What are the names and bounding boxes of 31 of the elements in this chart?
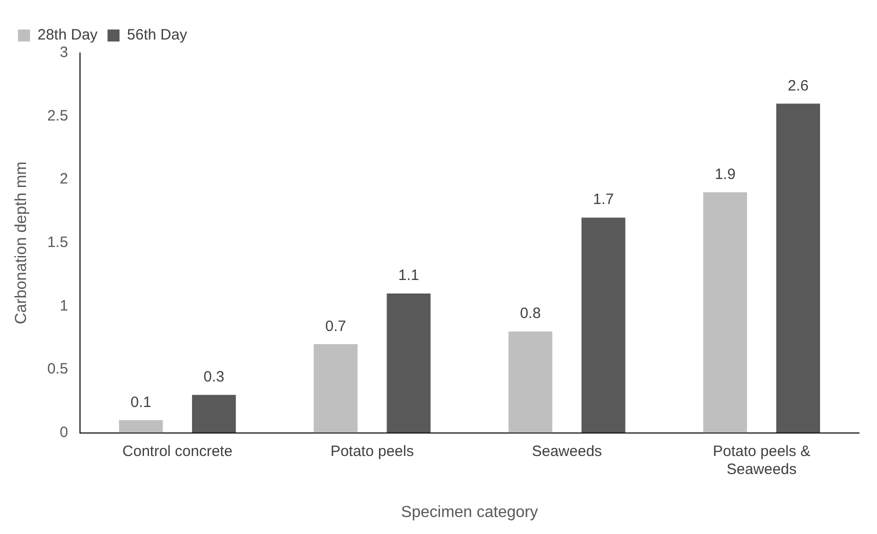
bar (386, 294, 431, 433)
y-tick-label: 3 (60, 44, 68, 62)
data-label: 0.3 (204, 368, 224, 386)
bar (119, 420, 163, 433)
y-tick-label: 1 (60, 297, 68, 314)
y-tick-label: 1.5 (47, 234, 68, 252)
y-tick-label: 0 (60, 424, 68, 441)
x-tick-label: Seaweeds (532, 442, 602, 460)
x-tick-label: Control concrete (122, 442, 232, 460)
data-label: 1.1 (398, 267, 420, 284)
legend-label: 56th Day (127, 26, 188, 44)
bar (192, 394, 236, 433)
y-tick-label: 0.5 (47, 360, 68, 378)
bar (508, 332, 552, 433)
x-tick-label: Potato peels & Seaweeds (712, 442, 810, 478)
bar (776, 104, 820, 433)
data-label: 0.7 (325, 318, 346, 335)
y-tick-label: 2.5 (47, 107, 68, 124)
bar (582, 218, 626, 433)
x-axis-title: Specimen category (401, 504, 538, 521)
data-label: 0.8 (520, 305, 541, 322)
data-label: 2.6 (788, 77, 809, 94)
data-label: 1.7 (592, 191, 614, 208)
data-label: 1.9 (714, 166, 736, 183)
x-tick-label: Potato peels (330, 442, 414, 460)
y-axis-title: Carbonation depth mm (13, 162, 30, 324)
legend-label: 28th Day (38, 26, 98, 44)
y-tick-label: 2 (60, 170, 68, 188)
bar (314, 344, 358, 433)
data-label: 0.1 (130, 394, 152, 411)
bar (703, 192, 748, 433)
